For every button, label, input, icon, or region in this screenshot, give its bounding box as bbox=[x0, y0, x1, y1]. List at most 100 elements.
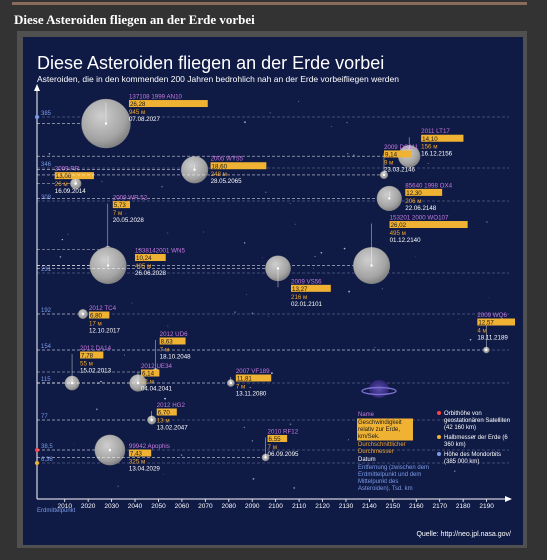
y-tick-label: 308 bbox=[41, 195, 52, 201]
asteroid-name: 1338142001 WN5 bbox=[135, 248, 185, 255]
asteroid-speed: 12,57 bbox=[478, 320, 494, 327]
star-dot bbox=[149, 445, 151, 447]
asteroid-speed-bar bbox=[291, 284, 331, 292]
legend-orbit-sat-dot bbox=[437, 411, 441, 415]
star-dot bbox=[489, 335, 491, 337]
x-tick-label: 2010 bbox=[57, 503, 72, 510]
asteroid-name: 2010 RF12 bbox=[268, 428, 299, 435]
asteroid-speed: 13,06 bbox=[56, 173, 72, 180]
star-dot bbox=[245, 294, 247, 295]
asteroid-diameter: 945 м bbox=[129, 109, 145, 116]
star-dot bbox=[294, 223, 296, 225]
x-tick-label: 2080 bbox=[222, 503, 237, 510]
star-dot bbox=[472, 435, 475, 437]
asteroid-date: 18.11.2189 bbox=[477, 335, 508, 342]
asteroid-diameter: 206 м bbox=[405, 198, 421, 205]
asteroid-name: 2009 DO111 bbox=[384, 144, 419, 151]
asteroid-speed-bar bbox=[477, 318, 516, 326]
asteroid-date: 02.01.2101 bbox=[291, 301, 323, 308]
asteroid-diameter: 7 м bbox=[113, 210, 122, 217]
asteroid-speed: 6,70 bbox=[158, 410, 171, 417]
star-dot bbox=[234, 311, 236, 313]
x-tick-label: 2020 bbox=[81, 503, 96, 510]
page-heading: Diese Asteroiden fliegen an der Erde vor… bbox=[14, 12, 255, 27]
asteroid-date: 20.05.2028 bbox=[113, 217, 145, 224]
star-dot bbox=[353, 154, 355, 156]
asteroid-diameter: 216 м bbox=[291, 294, 307, 301]
y-axis-arrow-icon bbox=[34, 84, 40, 91]
asteroid-speed: 26,02 bbox=[391, 222, 407, 229]
star-dot bbox=[348, 290, 351, 293]
star-dot bbox=[95, 408, 98, 411]
legend-earth-radius: Halbmesser der Erde (6 360 km) bbox=[444, 435, 508, 448]
asteroid-name: 2011 LT17 bbox=[421, 128, 450, 135]
star-dot bbox=[101, 180, 103, 183]
asteroid-date: 18.10.2048 bbox=[160, 354, 192, 361]
planet-icon bbox=[369, 380, 389, 398]
asteroid-name: 2009 RR bbox=[55, 166, 80, 173]
star-dot bbox=[330, 125, 332, 128]
star-dot bbox=[243, 121, 246, 124]
x-axis-arrow-icon bbox=[505, 496, 512, 502]
x-tick-label: 2060 bbox=[175, 503, 190, 510]
asteroid-date: 16.09.2014 bbox=[55, 188, 87, 195]
y-tick-label: 38,5 bbox=[41, 444, 53, 450]
asteroid-speed-bar bbox=[210, 162, 267, 170]
star-dot bbox=[227, 180, 229, 182]
asteroid-speed: 7,78 bbox=[81, 353, 94, 360]
asteroid-date: 13.11.2080 bbox=[236, 391, 267, 398]
star-dot bbox=[293, 487, 295, 489]
star-dot bbox=[161, 185, 163, 188]
legend-name: Name bbox=[358, 412, 375, 418]
asteroid-speed: 6,14 bbox=[142, 371, 155, 378]
star-dot bbox=[243, 242, 246, 244]
y-tick-label: 231 bbox=[41, 267, 52, 273]
star-dot bbox=[131, 302, 133, 304]
legend-speed-bg bbox=[357, 418, 413, 441]
star-dot bbox=[486, 221, 488, 223]
x-tick-label: 2110 bbox=[292, 503, 306, 510]
star-dot bbox=[163, 474, 164, 475]
x-tick-label: 2180 bbox=[456, 503, 471, 510]
asteroid-diameter: 325 м bbox=[129, 459, 145, 466]
asteroid-speed-bar bbox=[156, 408, 177, 416]
star-dot bbox=[289, 423, 292, 426]
asteroid-speed: 10,24 bbox=[136, 255, 152, 262]
asteroid-speed: 7,43 bbox=[130, 451, 143, 458]
asteroid-date: 23.03.2146 bbox=[384, 166, 416, 173]
star-dot bbox=[125, 213, 126, 214]
asteroid-speed-bar bbox=[80, 351, 104, 359]
star-dot bbox=[414, 256, 416, 258]
star-dot bbox=[202, 231, 204, 233]
asteroid-speed-bar bbox=[54, 172, 94, 180]
star-dot bbox=[343, 247, 346, 250]
asteroid-date: 13.04.2029 bbox=[129, 466, 161, 473]
asteroid-name: 2009 VS56 bbox=[291, 278, 322, 285]
asteroid-date: 01.12.2140 bbox=[390, 237, 422, 244]
asteroid-speed-bar bbox=[88, 311, 110, 319]
x-tick-label: 2130 bbox=[339, 503, 354, 510]
asteroid-speed: 11,81 bbox=[237, 376, 253, 383]
asteroid-name: 85640 1998 OX4 bbox=[405, 182, 452, 189]
star-dot bbox=[374, 347, 376, 349]
asteroid-center-dot bbox=[81, 312, 85, 316]
asteroid-speed-bar bbox=[405, 188, 443, 196]
star-dot bbox=[268, 315, 269, 317]
star-dot bbox=[117, 485, 119, 487]
asteroid-diameter: 55 м bbox=[80, 361, 93, 368]
star-dot bbox=[269, 112, 271, 114]
asteroid-date: 22.06.2148 bbox=[405, 205, 437, 212]
star-dot bbox=[123, 354, 125, 356]
star-dot bbox=[427, 162, 429, 164]
star-dot bbox=[469, 338, 472, 341]
y-tick-label: 192 bbox=[41, 308, 52, 314]
x-tick-label: 2160 bbox=[409, 503, 424, 510]
